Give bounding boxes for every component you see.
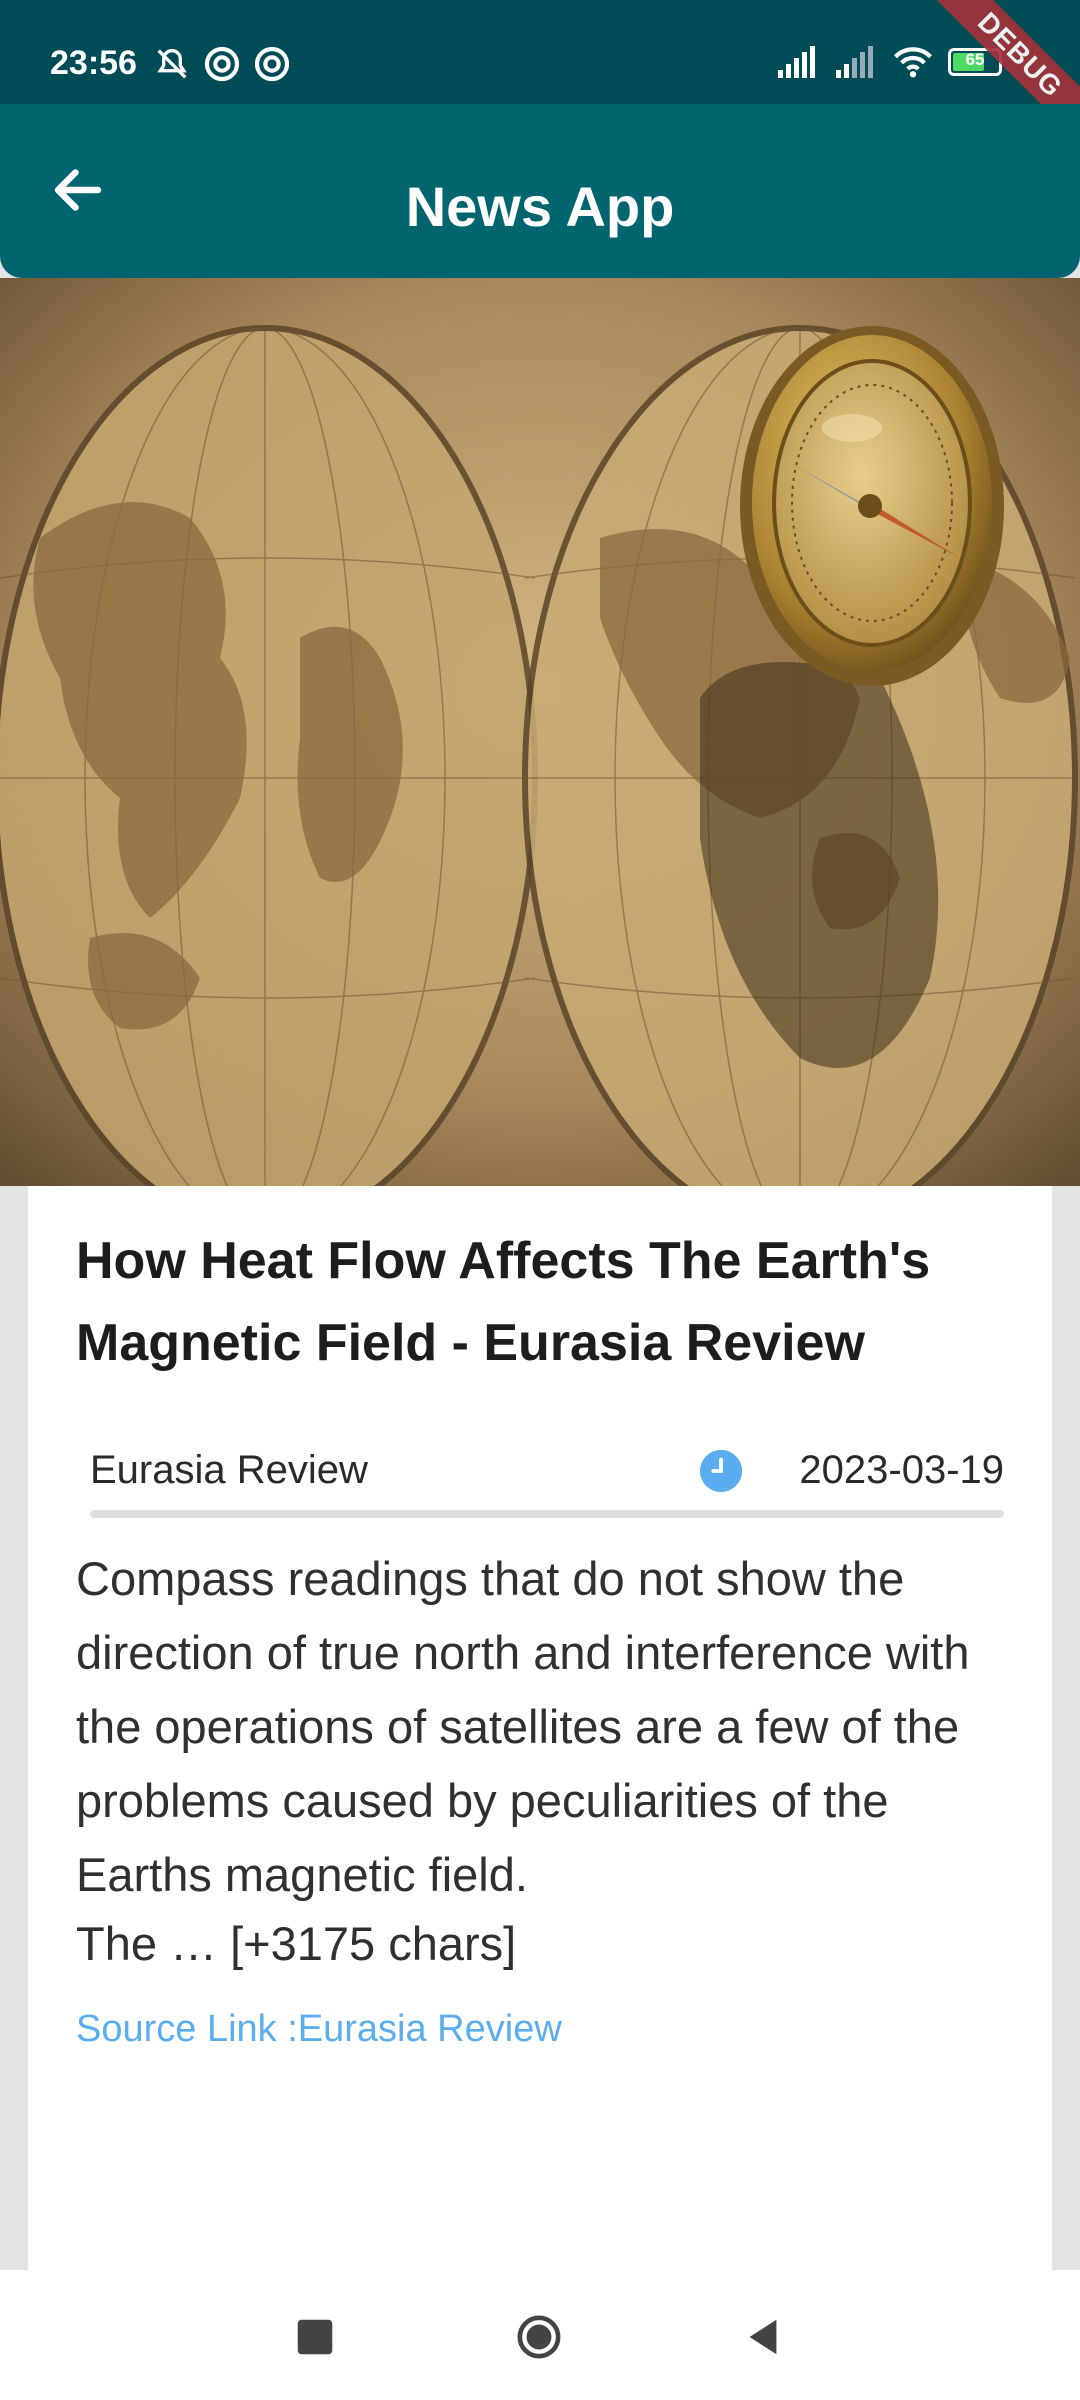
article-image [0,278,1080,1186]
signal-icon [836,46,873,78]
status-icons-right: 65 [776,44,1002,80]
data-saver-icon [254,46,290,82]
compass-icon [740,326,1004,686]
status-time: 23:56 [50,44,137,82]
article-title: How Heat Flow Affects The Earth's Magnet… [76,1232,931,1372]
article-meta: Eurasia Review 2023-03-19 [90,1442,1004,1502]
recents-icon[interactable] [292,2314,338,2360]
home-icon[interactable] [516,2314,562,2360]
battery-icon: 65 [948,48,1002,76]
arrow-back-icon[interactable] [48,160,108,220]
app-title: News App [405,175,675,238]
data-saver-icon [204,46,240,82]
signal-icon [778,46,815,78]
status-bar: 23:56 65 DEBUG [0,0,1080,151]
article-description: Compass readings that do not show the di… [76,1552,970,1901]
article-date: 2023-03-19 [799,1448,1004,1492]
wifi-icon [894,47,932,78]
battery-level: 65 [965,50,985,69]
clock-icon [699,1449,743,1493]
app-bar: News App [0,104,1080,278]
navigation-bar [0,2270,1080,2400]
article-source: Eurasia Review [90,1448,368,1492]
back-icon[interactable] [740,2314,786,2360]
article-card: How Heat Flow Affects The Earth's Magnet… [28,1186,1052,2270]
divider [90,1510,1004,1518]
status-icons-left [152,44,292,84]
mute-icon [157,48,187,79]
source-link[interactable]: Source Link :Eurasia Review [76,2008,562,2050]
article-content-tail: The … [+3175 chars] [76,1917,517,1970]
